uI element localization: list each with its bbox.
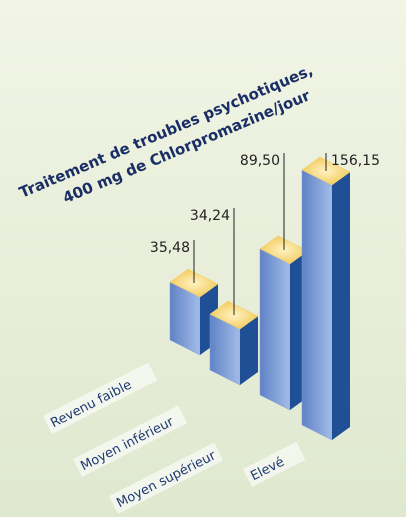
value-label: 34,24 (190, 208, 230, 224)
label-band (72, 405, 188, 477)
bar-front (301, 169, 333, 441)
bar-side (332, 172, 350, 440)
value-label: 35,48 (150, 240, 190, 256)
label-band (42, 362, 158, 434)
label-band (242, 441, 306, 487)
value-label: 89,50 (240, 153, 280, 169)
label-band (108, 442, 224, 514)
value-label: 156,15 (331, 153, 380, 169)
bar-side (240, 316, 258, 385)
bar-front (259, 248, 291, 411)
